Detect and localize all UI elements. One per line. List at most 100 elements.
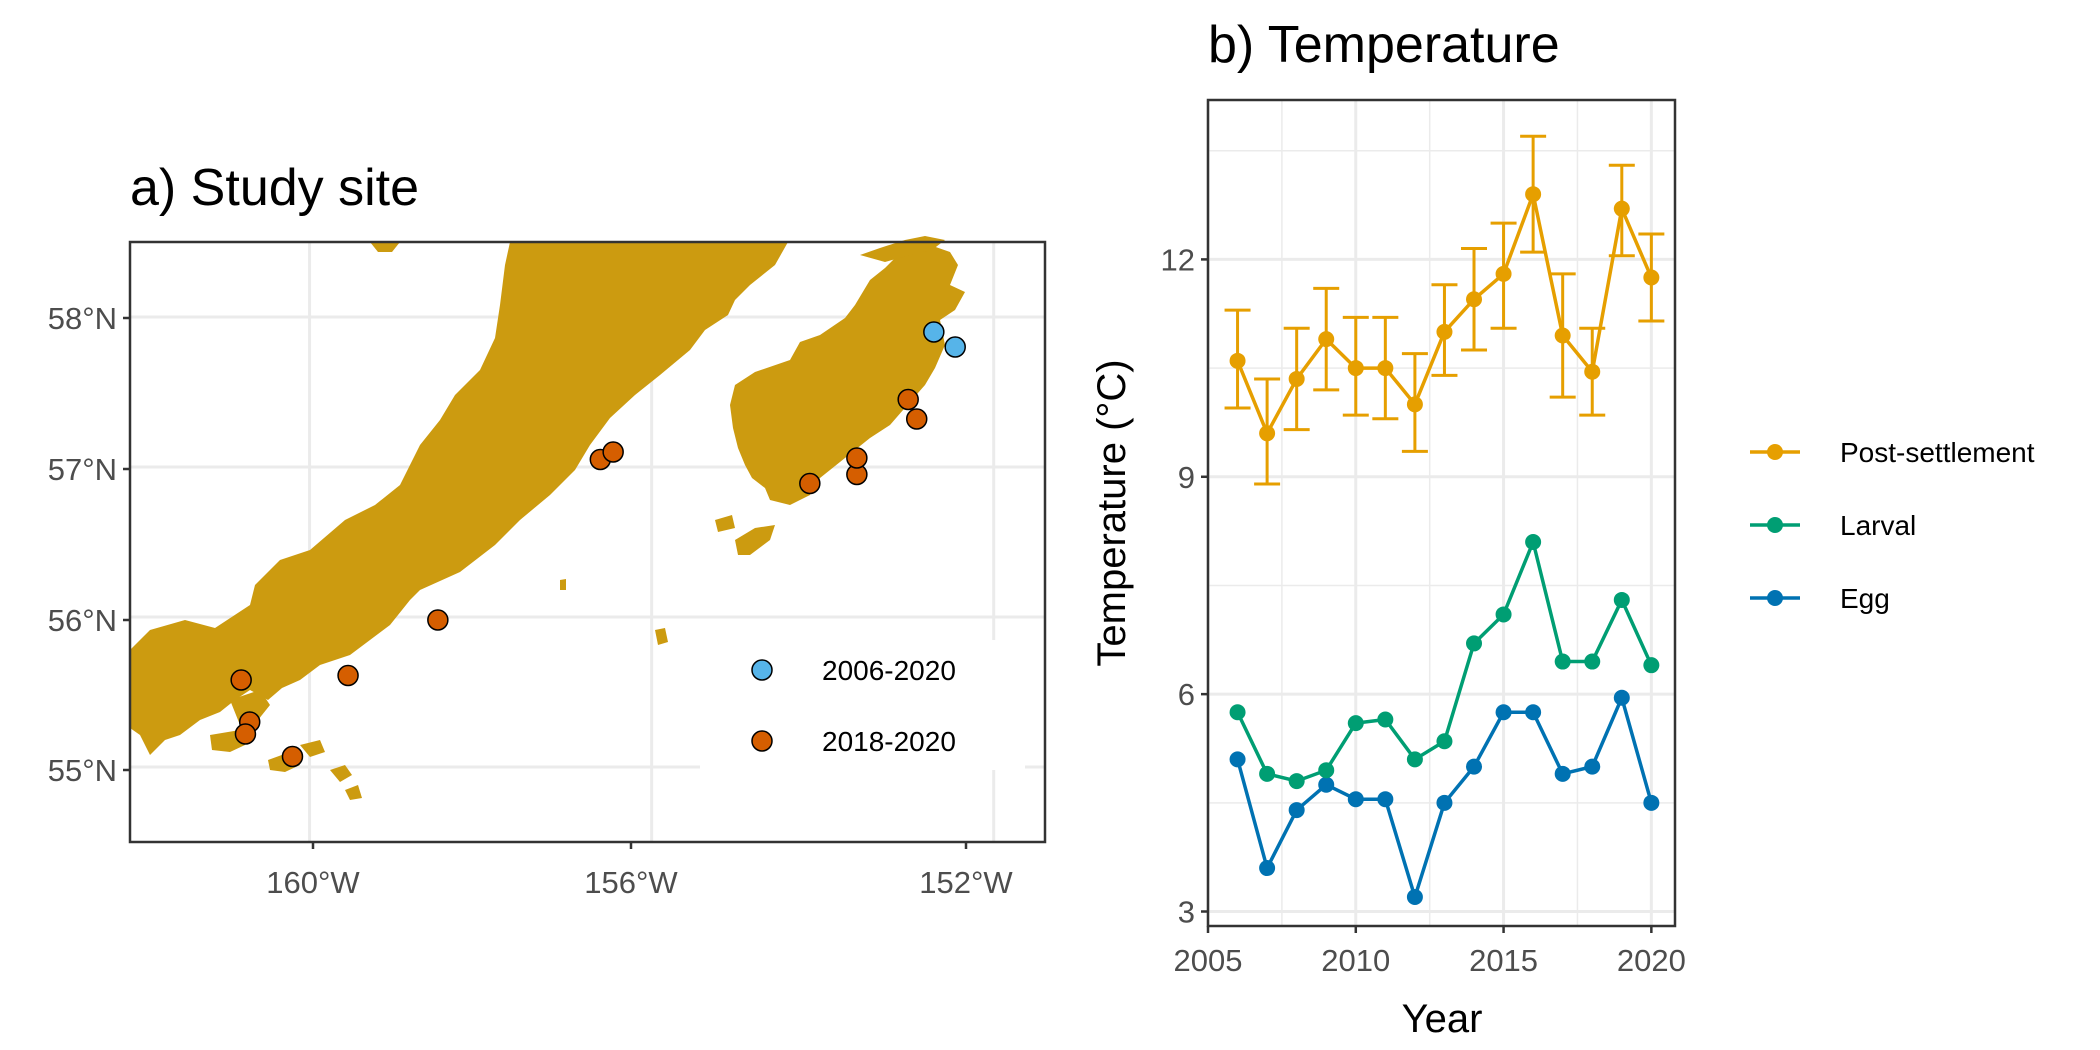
panel-b-title: b) Temperature	[1208, 16, 1560, 74]
site-point-2018-2020	[602, 441, 624, 463]
data-point-Egg	[1229, 751, 1246, 768]
legend-key-2006-2020	[751, 659, 773, 681]
data-point-Egg	[1436, 794, 1453, 811]
data-point-Egg	[1259, 860, 1276, 877]
data-point-Egg	[1584, 758, 1601, 775]
data-point-Egg	[1377, 791, 1394, 808]
x-tick-label-156w: 156°W	[584, 865, 678, 900]
site-point-2018-2020	[427, 609, 449, 631]
data-point-Post-settlement	[1613, 200, 1630, 217]
y-tick-label: 9	[1178, 460, 1195, 495]
y-tick-label: 6	[1178, 677, 1195, 712]
data-point-Egg	[1347, 791, 1364, 808]
temperature-panel: b) Temperature 3 6 9 12 2005 2010 2015 2020 Yea…	[1090, 16, 2035, 1041]
site-point-2018-2020	[337, 664, 359, 687]
data-point-Larval	[1229, 704, 1246, 721]
site-point-2018-2020	[281, 745, 304, 768]
chirikof-islet	[655, 628, 668, 645]
shumagin-island-5	[330, 765, 352, 782]
data-point-Larval	[1318, 762, 1335, 779]
data-point-Larval	[1347, 715, 1364, 732]
legend-label: Larval	[1840, 510, 1916, 541]
data-point-Larval	[1495, 606, 1512, 623]
trinity-islet	[715, 515, 735, 532]
southern-kodiak-islet	[735, 525, 775, 555]
site-point-2006-2020	[944, 336, 966, 358]
data-point-Post-settlement	[1406, 396, 1423, 413]
data-point-Post-settlement	[1318, 331, 1335, 348]
x-tick-label: 2015	[1469, 943, 1538, 978]
site-point-2018-2020	[230, 669, 252, 691]
shumagin-island-6	[345, 785, 362, 800]
data-point-Egg	[1525, 704, 1542, 721]
legend-label-2018-2020: 2018-2020	[822, 726, 956, 757]
data-point-Egg	[1406, 889, 1423, 906]
y-tick-label: 12	[1161, 242, 1195, 277]
site-point-2018-2020	[897, 388, 919, 411]
legend-key-point	[1767, 590, 1783, 606]
semidi-islet	[560, 579, 566, 590]
data-point-Larval	[1406, 751, 1423, 768]
data-point-Egg	[1554, 765, 1571, 782]
data-point-Larval	[1466, 635, 1483, 652]
legend-label-2006-2020: 2006-2020	[822, 655, 956, 686]
site-point-2006-2020	[923, 321, 945, 343]
temperature-axes: 3 6 9 12 2005 2010 2015 2020	[1161, 242, 1686, 978]
x-axis-title: Year	[1402, 997, 1483, 1041]
site-point-2018-2020	[234, 723, 257, 745]
site-point-2018-2020	[846, 447, 868, 469]
legend-label: Egg	[1840, 583, 1890, 614]
data-point-Larval	[1377, 711, 1394, 728]
site-point-2018-2020	[799, 472, 821, 495]
y-tick-label: 3	[1178, 895, 1195, 930]
map-frame	[128, 240, 1047, 844]
y-tick-label-57: 57°N	[48, 452, 117, 487]
y-tick-label-56: 56°N	[48, 603, 117, 638]
data-point-Post-settlement	[1466, 291, 1483, 308]
data-point-Egg	[1318, 776, 1335, 793]
data-point-Post-settlement	[1347, 360, 1364, 377]
data-point-Post-settlement	[1584, 363, 1601, 380]
site-point-2018-2020	[905, 408, 928, 430]
legend-label: Post-settlement	[1840, 437, 2035, 468]
panel-a-title: a) Study site	[130, 159, 419, 217]
site-points	[230, 321, 966, 768]
series-Post-settlement	[1224, 134, 1665, 486]
data-point-Egg	[1613, 689, 1630, 706]
x-tick-label-152w: 152°W	[919, 865, 1013, 900]
legend-item-Post-settlement: Post-settlement	[1750, 437, 2035, 468]
data-point-Egg	[1495, 704, 1512, 721]
data-point-Larval	[1554, 653, 1571, 670]
data-point-Post-settlement	[1525, 186, 1542, 203]
y-tick-label-58: 58°N	[48, 301, 117, 336]
x-tick-label: 2005	[1174, 943, 1243, 978]
shumagin-island-1	[230, 690, 270, 725]
data-point-Post-settlement	[1643, 269, 1660, 286]
data-point-Larval	[1436, 733, 1453, 750]
series-Larval	[1229, 533, 1660, 790]
study-site-panel: a) Study site 2006-2	[48, 159, 1047, 900]
data-point-Post-settlement	[1436, 323, 1453, 340]
data-point-Larval	[1525, 533, 1542, 550]
legend-key-2018-2020	[751, 730, 773, 752]
temperature-frame	[1206, 98, 1677, 928]
data-point-Larval	[1288, 773, 1305, 790]
data-point-Post-settlement	[1554, 327, 1571, 344]
series-Egg	[1229, 689, 1660, 906]
kodiak-island	[730, 245, 965, 505]
legend-item-Egg: Egg	[1750, 583, 1890, 614]
legend-key-point	[1767, 517, 1783, 533]
data-point-Egg	[1466, 758, 1483, 775]
data-point-Egg	[1643, 794, 1660, 811]
y-axis-title: Temperature (°C)	[1090, 359, 1134, 666]
data-point-Egg	[1288, 802, 1305, 819]
map-legend: 2006-2020 2018-2020	[700, 640, 1025, 770]
y-tick-label-55: 55°N	[48, 753, 117, 788]
data-point-Larval	[1259, 765, 1276, 782]
data-point-Larval	[1584, 653, 1601, 670]
x-tick-label: 2020	[1617, 943, 1686, 978]
data-point-Post-settlement	[1229, 352, 1246, 369]
mainland-peninsula	[130, 242, 788, 755]
x-tick-label-160w: 160°W	[266, 865, 360, 900]
